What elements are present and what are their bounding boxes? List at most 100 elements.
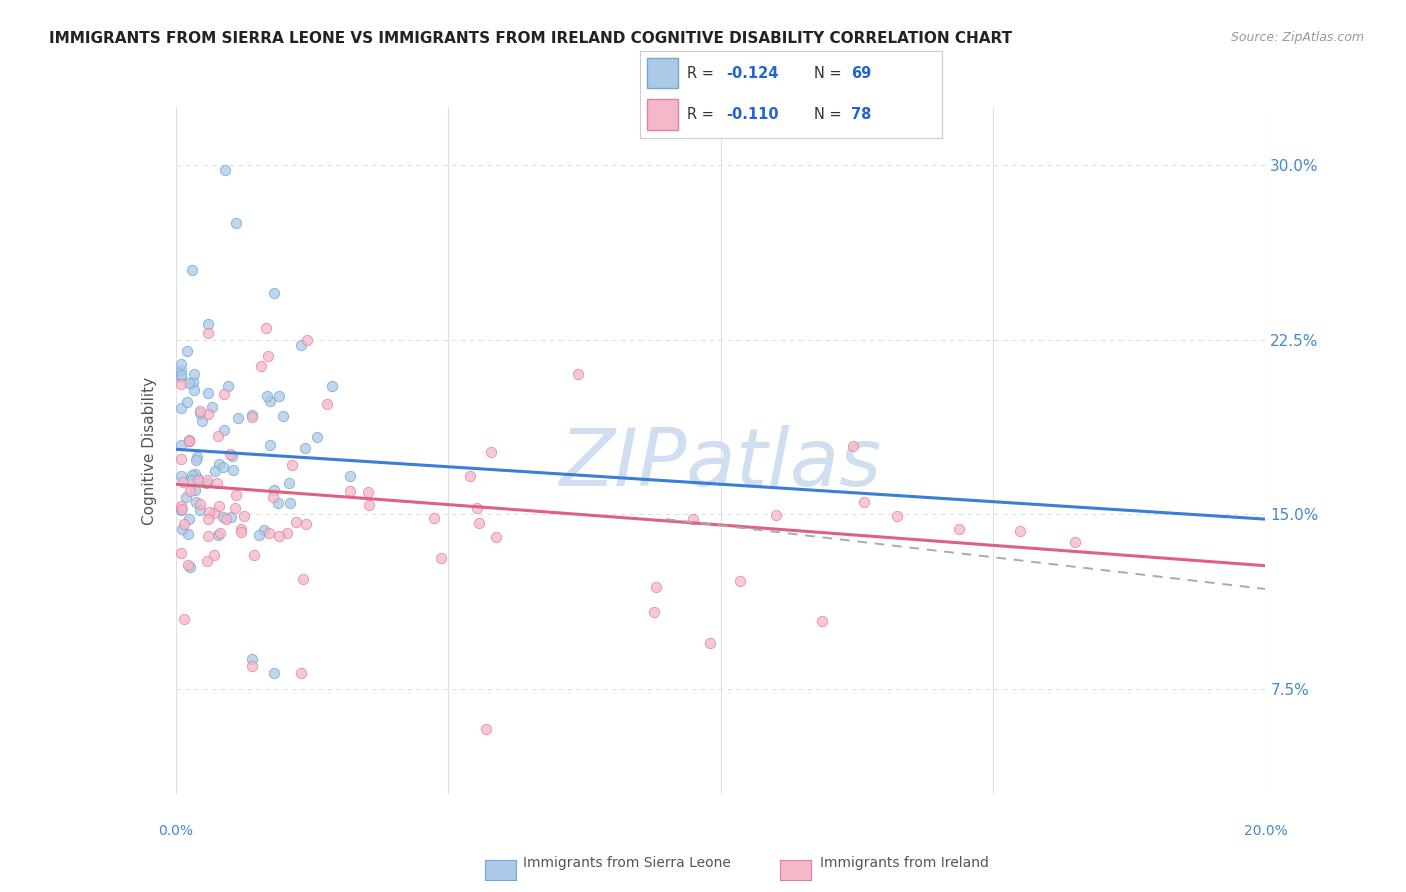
Point	[262, 490, 284, 504]
Point	[357, 485, 380, 500]
Point	[1063, 535, 1085, 549]
Point	[842, 439, 865, 453]
Point	[170, 362, 193, 376]
Point	[176, 343, 198, 358]
Text: ZIPatlas: ZIPatlas	[560, 425, 882, 503]
Point	[184, 453, 207, 467]
Point	[321, 378, 343, 392]
Text: R =: R =	[686, 107, 718, 121]
Point	[174, 491, 197, 505]
Point	[173, 517, 195, 532]
Point	[886, 508, 908, 523]
Point	[765, 508, 787, 522]
Point	[212, 423, 235, 437]
Point	[225, 488, 247, 502]
Point	[567, 367, 589, 381]
Point	[219, 510, 242, 524]
Point	[179, 434, 201, 448]
Point	[682, 512, 704, 526]
Point	[240, 652, 263, 666]
Point	[195, 554, 218, 568]
Point	[217, 379, 239, 393]
Bar	[647, 58, 678, 88]
Point	[170, 401, 193, 415]
Point	[212, 386, 235, 401]
Point	[219, 447, 242, 461]
Text: 0.0%: 0.0%	[159, 824, 193, 838]
Point	[207, 475, 229, 490]
Point	[202, 506, 225, 520]
Point	[170, 368, 193, 383]
Point	[172, 501, 194, 516]
Point	[221, 449, 243, 463]
Point	[179, 559, 201, 574]
Point	[256, 389, 278, 403]
Point	[186, 495, 208, 509]
Point	[267, 529, 290, 543]
Text: Immigrants from Ireland: Immigrants from Ireland	[820, 856, 988, 871]
Point	[188, 403, 211, 417]
Point	[259, 438, 281, 452]
Y-axis label: Cognitive Disability: Cognitive Disability	[142, 376, 157, 524]
Text: Source: ZipAtlas.com: Source: ZipAtlas.com	[1230, 31, 1364, 45]
Point	[281, 458, 304, 472]
Text: R =: R =	[686, 66, 718, 80]
Point	[207, 429, 229, 443]
Point	[229, 522, 252, 536]
Point	[184, 467, 207, 481]
Point	[948, 522, 970, 536]
Point	[170, 377, 193, 392]
Point	[276, 526, 298, 541]
Point	[170, 469, 193, 483]
Point	[430, 551, 453, 566]
Point	[253, 524, 276, 538]
Text: 78: 78	[852, 107, 872, 121]
Point	[254, 320, 277, 334]
Point	[183, 368, 205, 382]
Text: N =: N =	[814, 66, 846, 80]
Point	[177, 558, 200, 572]
Point	[186, 450, 208, 464]
Point	[250, 359, 273, 374]
Point	[214, 162, 236, 177]
Text: IMMIGRANTS FROM SIERRA LEONE VS IMMIGRANTS FROM IRELAND COGNITIVE DISABILITY COR: IMMIGRANTS FROM SIERRA LEONE VS IMMIGRAN…	[49, 31, 1012, 46]
Text: N =: N =	[814, 107, 846, 121]
Point	[170, 499, 193, 513]
Point	[180, 473, 202, 487]
Text: Immigrants from Sierra Leone: Immigrants from Sierra Leone	[523, 856, 731, 871]
Point	[202, 548, 225, 562]
Point	[699, 635, 721, 649]
Point	[215, 512, 238, 526]
Point	[290, 337, 312, 351]
Point	[240, 658, 263, 673]
Point	[170, 438, 193, 452]
Point	[458, 468, 481, 483]
Point	[644, 580, 666, 594]
Text: -0.110: -0.110	[725, 107, 779, 121]
Point	[212, 459, 235, 474]
Point	[229, 525, 252, 540]
Point	[225, 217, 247, 231]
Point	[176, 395, 198, 409]
Point	[294, 516, 316, 531]
Point	[339, 469, 361, 483]
Point	[201, 401, 224, 415]
Point	[208, 499, 231, 513]
Point	[208, 457, 231, 471]
Point	[191, 414, 214, 428]
Point	[179, 484, 201, 499]
Point	[357, 498, 380, 512]
Point	[278, 496, 301, 510]
Point	[222, 463, 245, 477]
Point	[263, 483, 285, 497]
Point	[170, 370, 193, 384]
Point	[181, 375, 204, 389]
Point	[295, 333, 318, 347]
Point	[291, 572, 314, 586]
Point	[204, 463, 226, 477]
Point	[170, 452, 193, 467]
Point	[475, 722, 498, 736]
Point	[467, 501, 489, 516]
Point	[197, 505, 219, 519]
Point	[197, 511, 219, 525]
